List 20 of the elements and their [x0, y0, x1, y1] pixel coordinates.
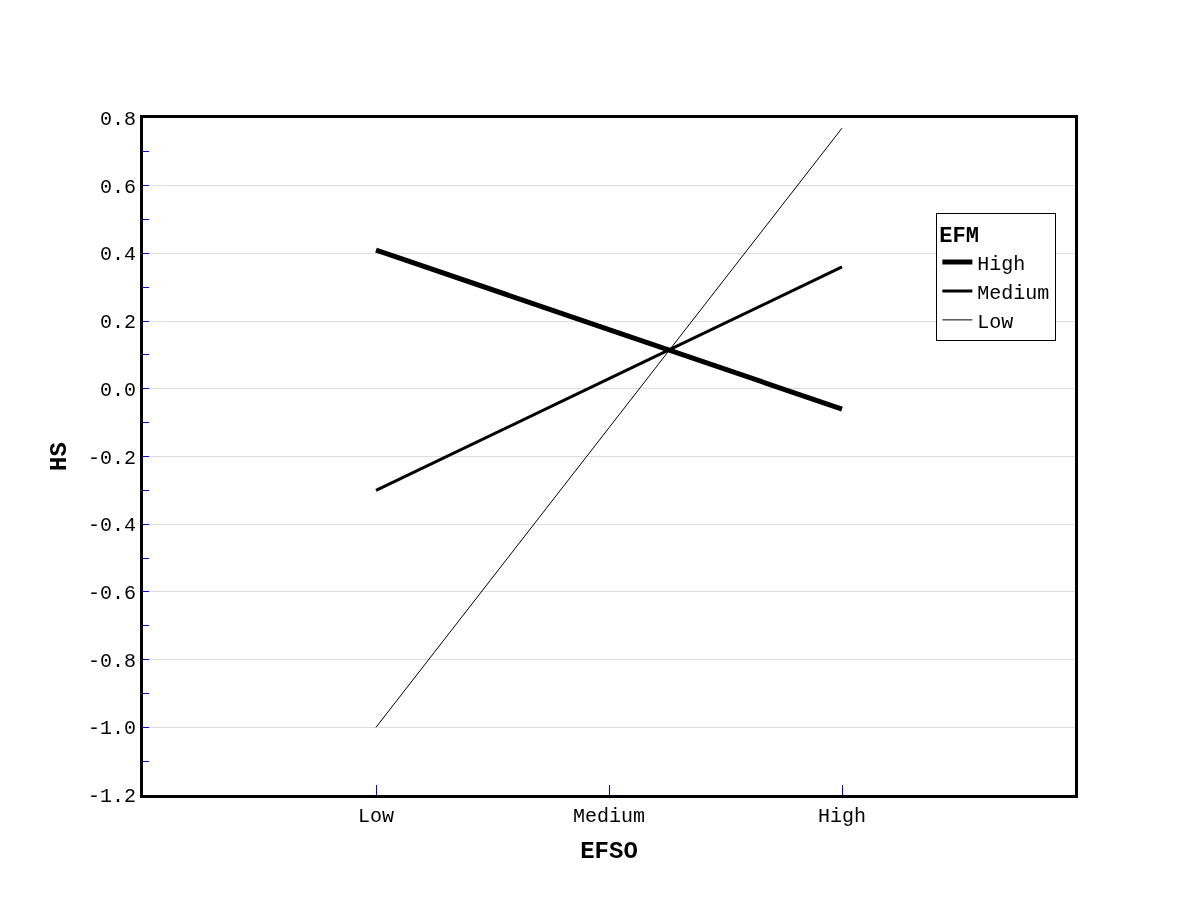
x-tick-label: Low: [357, 805, 395, 828]
y-tick-label: -1.2: [87, 785, 136, 808]
y-tick-label: 0.8: [99, 108, 136, 131]
x-tick-label: High: [817, 805, 867, 828]
y-tick-label: 0.2: [99, 311, 136, 335]
legend-label: High: [977, 252, 1026, 276]
y-tick-label: -1.0: [87, 717, 136, 741]
y-tick-label: 0.4: [99, 243, 136, 267]
x-tick-label: Medium: [572, 805, 646, 828]
y-tick-label: 0.6: [99, 175, 136, 199]
y-tick-label: -0.8: [87, 649, 136, 673]
y-tick-label: -0.2: [87, 446, 136, 470]
y-tick-label: 0.0: [99, 378, 136, 402]
legend-label: Medium: [977, 281, 1050, 305]
y-axis-title: HS: [46, 442, 74, 471]
y-tick-label: -0.6: [87, 581, 136, 605]
x-axis-title: EFSO: [580, 838, 638, 866]
y-tick-label: -0.4: [87, 514, 136, 538]
legend-label: Low: [977, 310, 1014, 334]
legend-title: EFM: [939, 224, 979, 250]
